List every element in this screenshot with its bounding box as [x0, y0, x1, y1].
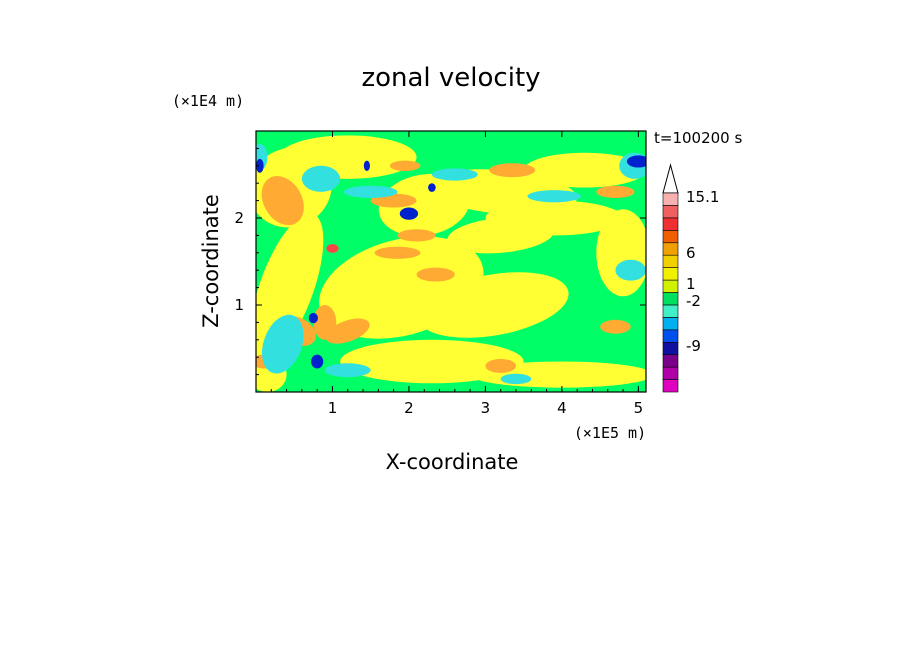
y-unit-label: (×1E4 m) [172, 92, 244, 110]
colorbar-label: 6 [686, 244, 696, 262]
x-tick-label: 3 [481, 399, 491, 417]
colorbar-swatch [662, 242, 679, 256]
colorbar-label: -2 [686, 292, 701, 310]
field-contour-cyan [343, 185, 398, 198]
colorbar-swatch [662, 329, 679, 343]
colorbar-swatch [662, 230, 679, 244]
colorbar-swatch [662, 379, 679, 393]
colorbar-swatch [662, 205, 679, 219]
field-contour-red [326, 244, 339, 253]
colorbar-swatch [662, 354, 679, 368]
field-contour-orange [389, 160, 421, 172]
field-contour-cyan [431, 168, 478, 181]
colorbar-swatch [662, 254, 679, 268]
field-contour-orange [261, 176, 304, 226]
x-unit-label: (×1E5 m) [574, 424, 646, 442]
field-contour-blue [256, 158, 264, 173]
x-tick-label: 4 [557, 399, 567, 417]
field-contour-orange [596, 185, 635, 198]
colorbar-swatch [662, 192, 679, 206]
velocity-field [256, 131, 646, 392]
colorbar-swatch [662, 279, 679, 293]
x-tick-label: 5 [634, 399, 644, 417]
colorbar-swatch [662, 217, 679, 231]
field-contour-orange [489, 163, 536, 178]
time-label: t=100200 s [654, 129, 742, 147]
field-contour-cyan [324, 363, 371, 378]
field-contour-blue [308, 312, 318, 324]
y-tick-label: 1 [234, 296, 244, 314]
field-contour-blue [428, 183, 436, 192]
field-contour-yellow [278, 135, 417, 179]
field-contour-orange [313, 305, 337, 340]
field-contour-yellow [417, 272, 569, 338]
colorbar-swatch [662, 292, 679, 306]
field-contour-yellow [596, 209, 646, 297]
field-contour-cyan [527, 190, 581, 203]
plot-frame [255, 130, 647, 393]
field-contour-cyan [615, 259, 646, 281]
field-contour-yellow [523, 152, 646, 188]
field-contour-orange [397, 229, 436, 242]
field-contour-orange [485, 358, 516, 373]
colorbar-label: 1 [686, 275, 696, 293]
colorbar-swatch [662, 366, 679, 380]
y-tick-label: 2 [234, 209, 244, 227]
field-contour-orange [325, 318, 370, 344]
colorbar-label: 15.1 [686, 188, 719, 206]
field-contour-orange [416, 267, 455, 282]
y-axis-label: Z-coordinate [199, 194, 223, 328]
field-contour-cyan [301, 165, 341, 192]
chart-title: zonal velocity [361, 63, 540, 93]
colorbar-arrow [662, 163, 679, 194]
field-contour-orange [600, 319, 631, 334]
x-tick-label: 1 [328, 399, 338, 417]
field-contour-orange [374, 246, 421, 259]
colorbar-label: -9 [686, 337, 701, 355]
colorbar: 15.1 6 1-2 -9 [662, 163, 719, 393]
field-contour-yellow [447, 217, 555, 254]
colorbar-swatch [662, 267, 679, 281]
field-contour-cyan [500, 373, 532, 385]
x-axis-label: X-coordinate [386, 450, 519, 474]
field-contour-cyan [261, 314, 304, 374]
field-contour-blue [311, 354, 324, 369]
field-contour-blue [626, 155, 646, 168]
y-axis: 12 [234, 147, 646, 376]
colorbar-swatch [662, 341, 679, 355]
x-tick-label: 2 [404, 399, 414, 417]
x-axis: 1 2 3 4 5 [270, 131, 644, 417]
field-contour-blue [399, 207, 419, 220]
colorbar-swatch [662, 304, 679, 318]
field-contour-blue [363, 160, 370, 172]
colorbar-swatch [662, 317, 679, 331]
field-contour-yellow [256, 213, 324, 362]
